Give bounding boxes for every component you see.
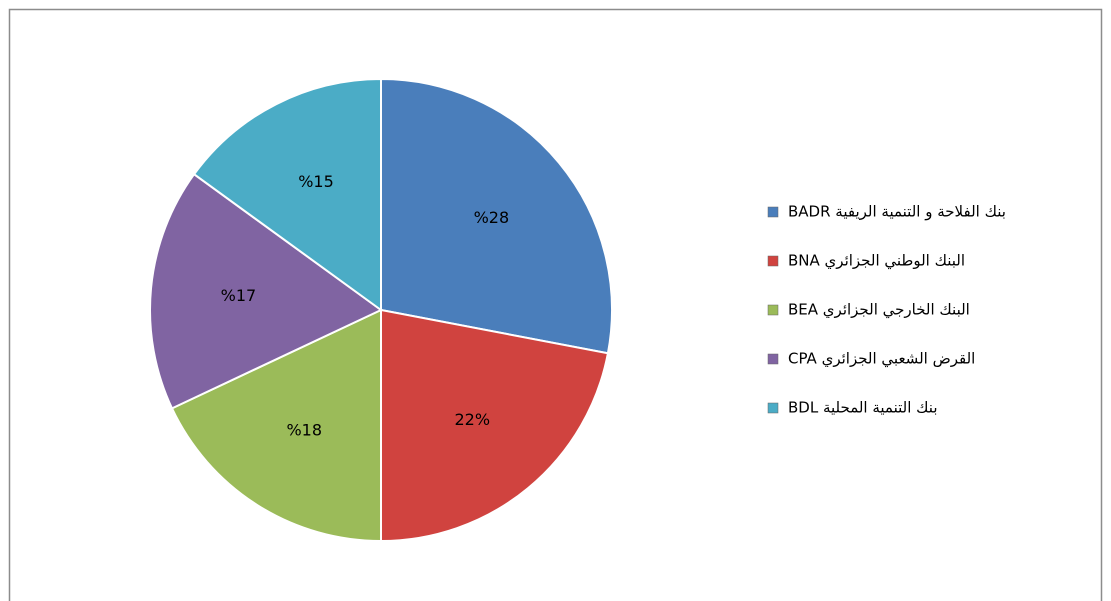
pie-slice bbox=[380, 77, 613, 355]
data-label: %15 bbox=[298, 172, 334, 191]
legend-swatch bbox=[767, 402, 779, 414]
data-label: %28 bbox=[474, 208, 510, 227]
legend-label: بنك الفلاحة و التنمية الريفية BADR bbox=[788, 203, 1006, 221]
pie-slice bbox=[192, 77, 382, 312]
legend-label: البنك الخارجي الجزائري BEA bbox=[788, 301, 970, 320]
legend-label: بنك التنمية المحلية BDL bbox=[788, 399, 938, 417]
pie-slice bbox=[170, 308, 382, 543]
data-label: %17 bbox=[221, 286, 257, 305]
data-label: %18 bbox=[286, 420, 322, 439]
legend-swatch bbox=[767, 304, 779, 316]
legend-label: البنك الوطني الجزائري BNA bbox=[788, 252, 965, 271]
legend-swatch bbox=[767, 255, 779, 267]
pie-slice bbox=[149, 172, 383, 410]
legend-label: القرض الشعبي الجزائري CPA bbox=[788, 350, 975, 369]
pie-slice bbox=[380, 308, 610, 543]
data-label: 22% bbox=[455, 410, 491, 429]
legend-swatch bbox=[767, 353, 779, 365]
legend-swatch bbox=[767, 206, 779, 218]
